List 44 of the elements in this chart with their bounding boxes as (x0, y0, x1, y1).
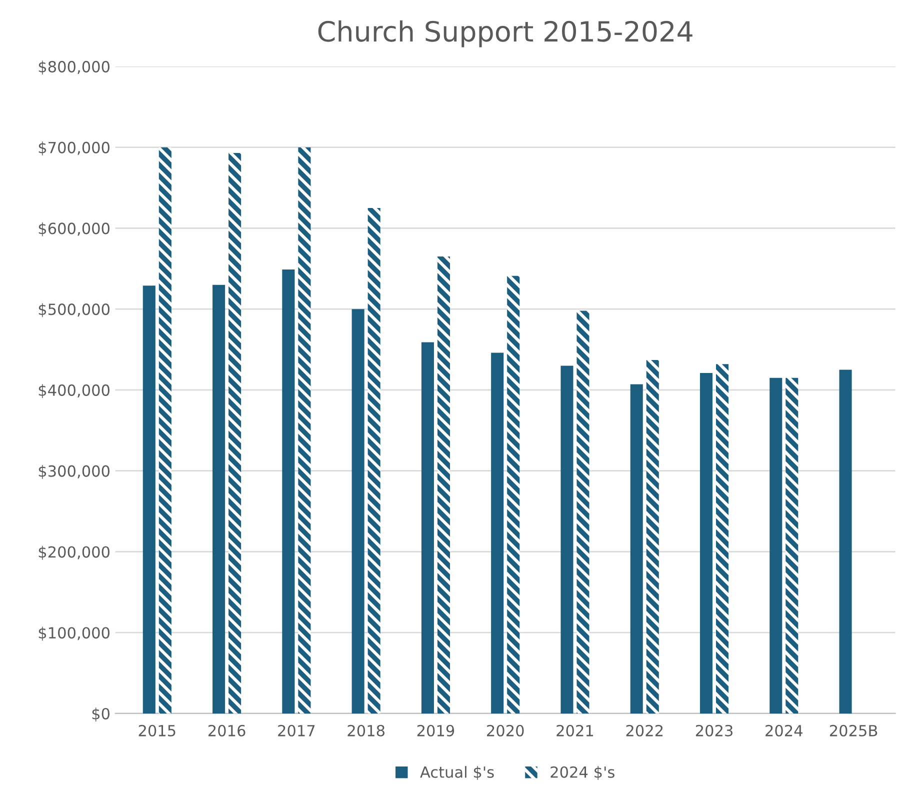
bar (158, 147, 172, 714)
bar (352, 309, 364, 714)
bar (839, 370, 852, 714)
bar (630, 384, 643, 714)
bar (716, 364, 729, 714)
bar (560, 366, 574, 714)
bar (507, 276, 520, 714)
bar (142, 286, 156, 714)
x-tick-label: 2021 (556, 724, 594, 736)
bar (282, 269, 295, 714)
legend-label: 2024 $'s (550, 766, 614, 780)
x-tick-label: 2017 (278, 724, 315, 736)
y-tick-label: $0 (92, 708, 110, 722)
bar (368, 208, 380, 714)
bar (437, 256, 450, 714)
y-tick-label: $400,000 (38, 384, 110, 398)
y-tick-label: $600,000 (38, 222, 110, 236)
y-tick-label: $700,000 (38, 142, 110, 156)
y-tick-label: $100,000 (38, 626, 110, 641)
y-tick-label: $500,000 (38, 303, 110, 318)
legend-label: Actual $'s (420, 766, 494, 780)
bar (770, 378, 782, 714)
x-tick-label: 2016 (208, 724, 246, 736)
y-tick-label: $300,000 (38, 465, 110, 479)
chart-title: Church Support 2015-2024 (318, 20, 692, 48)
y-tick-label: $800,000 (38, 60, 110, 74)
bar (576, 310, 590, 714)
x-tick-label: 2023 (696, 724, 732, 736)
x-tick-label: 2024 (766, 724, 802, 736)
x-tick-label: 2025B (830, 724, 878, 736)
bar (491, 352, 504, 714)
bar (700, 372, 713, 714)
bar (228, 152, 242, 714)
bar (421, 342, 434, 714)
x-tick-label: 2015 (138, 724, 176, 736)
bar (212, 284, 226, 714)
x-tick-label: 2020 (487, 724, 524, 736)
x-tick-label: 2018 (348, 724, 384, 736)
y-tick-label: $200,000 (38, 546, 110, 560)
bar (786, 378, 798, 714)
bar (298, 147, 311, 714)
bar (646, 360, 659, 714)
x-tick-label: 2019 (417, 724, 454, 736)
x-tick-label: 2022 (626, 724, 663, 736)
